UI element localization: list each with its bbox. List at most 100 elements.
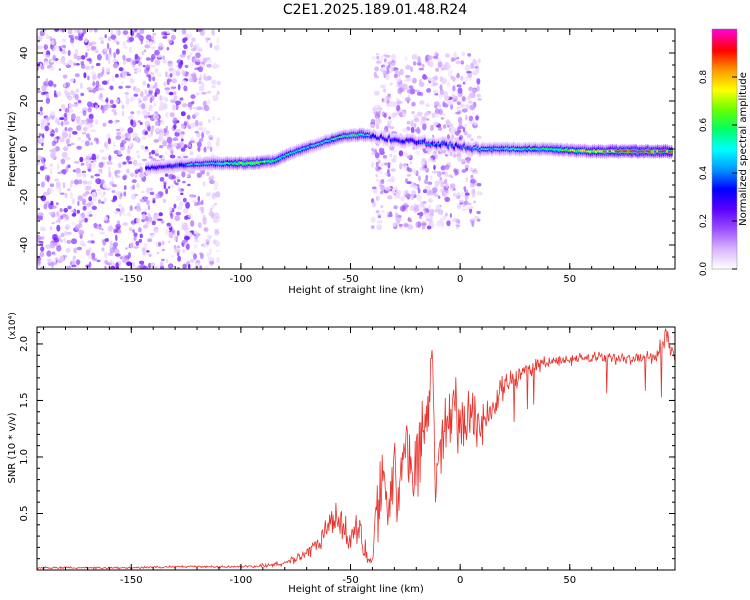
heatmap-noise-cell: [54, 90, 57, 96]
heatmap-noise-cell: [87, 101, 93, 108]
heatmap-noise-cell: [451, 134, 454, 140]
heatmap-noise-cell: [87, 180, 92, 185]
colorbar-segment: [712, 93, 737, 96]
heatmap-noise-cell: [61, 151, 68, 158]
heatmap-noise-cell: [437, 61, 443, 68]
heatmap-noise-cell: [426, 118, 430, 121]
colorbar-segment: [712, 87, 737, 90]
heatmap-noise-cell: [76, 209, 80, 214]
heatmap-noise-cell: [113, 142, 116, 148]
heatmap-noise-cell: [149, 262, 156, 267]
heatmap-noise-cell: [412, 61, 417, 66]
colorbar-segment: [712, 191, 737, 194]
heatmap-noise-cell: [173, 203, 177, 209]
heatmap-noise-cell: [94, 173, 100, 177]
heatmap-noise-cell: [196, 92, 201, 96]
heatmap-noise-cell: [133, 135, 140, 143]
heatmap-noise-cell: [371, 186, 377, 190]
heatmap-noise-cell: [127, 115, 134, 121]
heatmap-noise-cell: [148, 156, 153, 159]
heatmap-noise-cell: [148, 151, 152, 156]
heatmap-noise-cell: [37, 240, 44, 244]
heatmap-noise-cell: [208, 119, 211, 123]
heatmap-noise-cell: [202, 57, 207, 63]
heatmap-noise-cell: [399, 108, 404, 113]
heatmap-noise-cell: [161, 248, 165, 252]
heatmap-noise-cell: [189, 51, 193, 57]
heatmap-noise-cell: [433, 164, 436, 171]
heatmap-noise-cell: [49, 127, 52, 132]
heatmap-noise-cell: [137, 154, 140, 159]
colorbar-segment: [712, 183, 737, 186]
heatmap-noise-cell: [381, 210, 385, 213]
heatmap-noise-cell: [80, 64, 86, 69]
heatmap-noise-cell: [55, 202, 59, 206]
heatmap-noise-cell: [75, 63, 80, 66]
heatmap-noise-cell: [471, 88, 477, 93]
heatmap-noise-cell: [370, 123, 375, 129]
heatmap-noise-cell: [40, 266, 44, 269]
heatmap-noise-cell: [84, 156, 91, 163]
heatmap-noise-cell: [95, 80, 100, 88]
heatmap-noise-cell: [194, 119, 199, 127]
heatmap-noise-cell: [84, 140, 90, 147]
heatmap-noise-cell: [161, 31, 167, 36]
heatmap-noise-cell: [51, 262, 58, 265]
colorbar-segment: [712, 39, 737, 42]
heatmap-noise-cell: [436, 53, 439, 57]
heatmap-noise-cell: [147, 105, 153, 112]
heatmap-noise-cell: [405, 190, 409, 195]
heatmap-noise-cell: [147, 204, 151, 211]
heatmap-noise-cell: [112, 62, 119, 69]
heatmap-noise-cell: [213, 181, 219, 188]
heatmap-noise-cell: [77, 136, 81, 141]
heatmap-noise-cell: [421, 226, 426, 230]
colorbar-segment: [712, 161, 737, 164]
colorbar-gradient: [711, 28, 738, 270]
heatmap-noise-cell: [372, 201, 376, 208]
heatmap-noise-cell: [122, 222, 129, 226]
heatmap-noise-cell: [199, 73, 203, 81]
heatmap-noise-cell: [141, 246, 147, 253]
heatmap-noise-cell: [416, 111, 423, 117]
heatmap-noise-cell: [168, 91, 174, 96]
heatmap-noise-cell: [473, 200, 477, 204]
heatmap-noise-cell: [55, 136, 61, 140]
heatmap-noise-cell: [45, 78, 49, 85]
heatmap-x-tick-label: 0: [457, 274, 463, 285]
heatmap-noise-cell: [472, 188, 476, 194]
heatmap-noise-cell: [165, 188, 169, 195]
heatmap-noise-cell: [375, 210, 380, 214]
heatmap-noise-cell: [390, 168, 396, 172]
colorbar-segment: [712, 267, 737, 270]
heatmap-noise-cell: [128, 161, 133, 165]
heatmap-noise-cell: [59, 192, 65, 195]
heatmap-noise-cell: [467, 202, 472, 206]
heatmap-noise-cell: [130, 111, 135, 115]
heatmap-noise-cell: [115, 135, 122, 140]
heatmap-noise-cell: [205, 239, 210, 242]
heatmap-noise-cell: [455, 60, 461, 65]
heatmap-noise-cell: [417, 62, 422, 66]
heatmap-noise-cell: [431, 170, 438, 174]
heatmap-noise-cell: [105, 99, 109, 102]
heatmap-noise-cell: [95, 154, 100, 160]
heatmap-noise-cell: [101, 80, 108, 85]
heatmap-noise-cell: [170, 126, 174, 132]
heatmap-noise-cell: [202, 242, 207, 249]
heatmap-noise-cell: [113, 51, 116, 59]
heatmap-noise-cell: [183, 85, 188, 92]
colorbar-segment: [712, 163, 737, 166]
heatmap-noise-cell: [167, 240, 171, 244]
colorbar-segment: [712, 241, 737, 244]
heatmap-noise-cell: [417, 56, 421, 63]
heatmap-noise-cell: [383, 98, 388, 103]
heatmap-noise-cell: [161, 258, 165, 262]
heatmap-noise-cell: [162, 36, 168, 39]
snr-plot-area: [37, 327, 675, 570]
colorbar-segment: [712, 147, 737, 150]
heatmap-noise-cell: [171, 78, 177, 84]
heatmap-noise-cell: [152, 85, 155, 89]
heatmap-noise-cell: [180, 138, 184, 142]
heatmap-noise-cell: [434, 104, 438, 108]
